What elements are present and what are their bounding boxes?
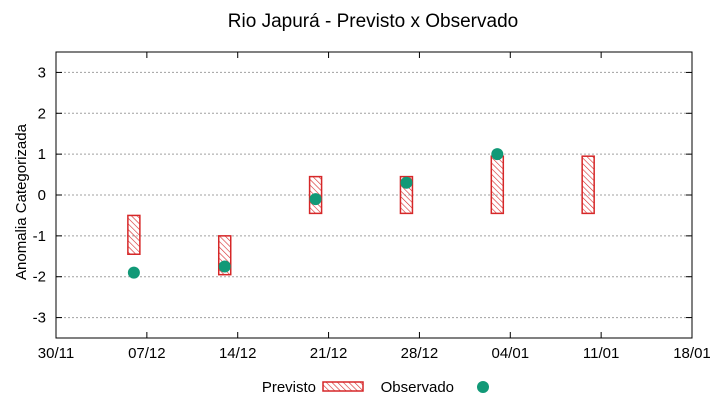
y-tick-label: 2 <box>38 105 46 122</box>
legend-swatch-observado <box>477 381 489 393</box>
x-tick-label: 04/01 <box>492 345 530 362</box>
legend-swatch-previsto <box>322 381 364 392</box>
observed-point <box>400 176 413 189</box>
gridlines <box>56 71 692 319</box>
x-tick-label: 21/12 <box>310 345 348 362</box>
y-axis-label: Anomalia Categorizada <box>13 123 30 280</box>
y-tick-label: -3 <box>33 310 46 327</box>
y-tick-label: -1 <box>33 228 46 245</box>
observed-point <box>127 266 140 279</box>
forecast-bars <box>127 155 595 276</box>
x-tick-label: 18/01 <box>673 345 711 362</box>
forecast-bar <box>127 214 141 255</box>
x-tick-label: 30/11 <box>38 345 74 362</box>
chart-title: Rio Japurá - Previsto x Observado <box>228 11 518 32</box>
observed-point <box>309 193 322 206</box>
y-tick-label: 3 <box>38 64 46 81</box>
observed-point <box>491 148 504 161</box>
x-tick-label: 07/12 <box>128 345 166 362</box>
x-tick-label: 11/01 <box>583 345 619 362</box>
observed-point <box>218 260 231 273</box>
x-axis-ticks: 30/11 07/12 14/12 21/12 28/12 04/01 11/01 18/01 <box>38 52 711 362</box>
y-axis-ticks: -3 -2 -1 0 1 2 3 <box>33 64 692 327</box>
legend-label-observado: Observado <box>381 379 454 396</box>
y-tick-label: 0 <box>38 187 46 204</box>
legend-label-previsto: Previsto <box>262 379 316 396</box>
y-tick-label: 1 <box>38 146 46 163</box>
x-tick-label: 14/12 <box>219 345 257 362</box>
y-tick-label: -2 <box>33 269 46 286</box>
observed-points <box>127 148 504 279</box>
x-tick-label: 28/12 <box>401 345 439 362</box>
forecast-bar <box>581 155 595 215</box>
legend: Previsto Observado <box>262 379 489 396</box>
forecast-bar <box>490 155 505 215</box>
plot-frame <box>55 51 693 339</box>
